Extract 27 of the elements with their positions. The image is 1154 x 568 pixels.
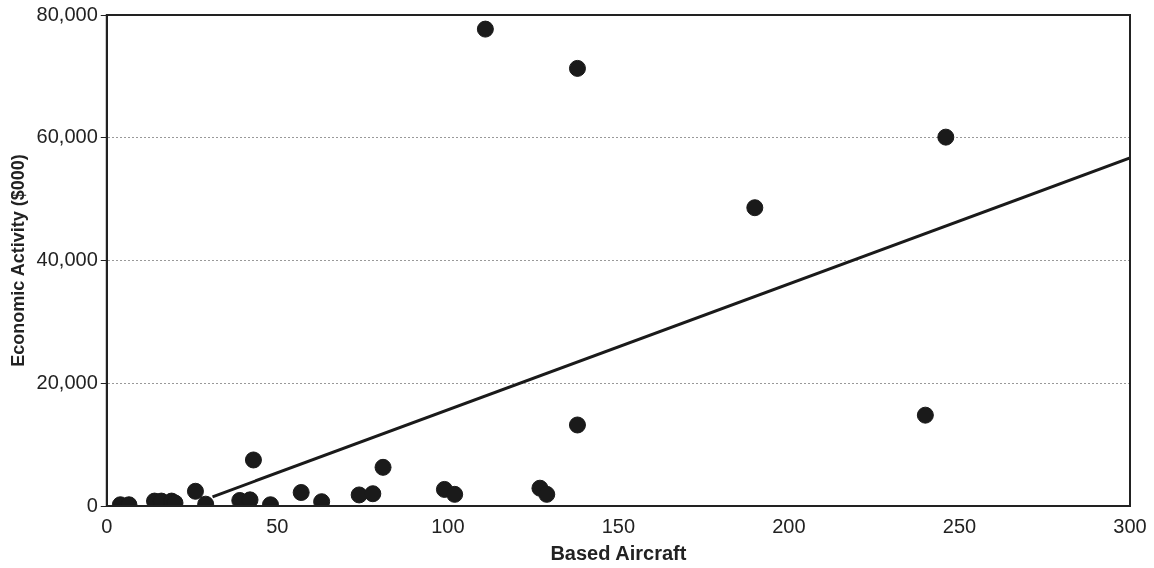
x-tick-label: 150 <box>601 514 636 537</box>
x-tick-label: 100 <box>431 514 465 537</box>
y-tick-label: 60,000 <box>36 125 98 148</box>
point <box>374 458 392 476</box>
point <box>568 416 586 434</box>
y-tick-label: 80,000 <box>36 2 98 25</box>
x-tick-label: 200 <box>772 514 806 537</box>
x-tick-label: 50 <box>266 514 289 537</box>
point <box>746 199 764 217</box>
point <box>937 128 955 146</box>
point <box>186 482 204 500</box>
point <box>538 485 556 503</box>
x-tick-label: 300 <box>1113 514 1147 537</box>
x-axis-title: Based Aircraft <box>550 541 687 564</box>
point <box>476 20 494 38</box>
point <box>568 59 586 77</box>
y-axis-title: Economic Activity ($000) <box>7 154 28 367</box>
point <box>292 484 310 501</box>
x-tick-label: 0 <box>101 514 113 537</box>
y-tick-label: 40,000 <box>36 248 98 271</box>
point <box>916 406 934 424</box>
y-tick-label: 20,000 <box>36 370 98 393</box>
y-tick-label: 0 <box>86 493 98 516</box>
x-tick-label: 250 <box>942 514 977 537</box>
point <box>446 485 464 503</box>
point <box>364 485 382 503</box>
point <box>244 451 262 469</box>
